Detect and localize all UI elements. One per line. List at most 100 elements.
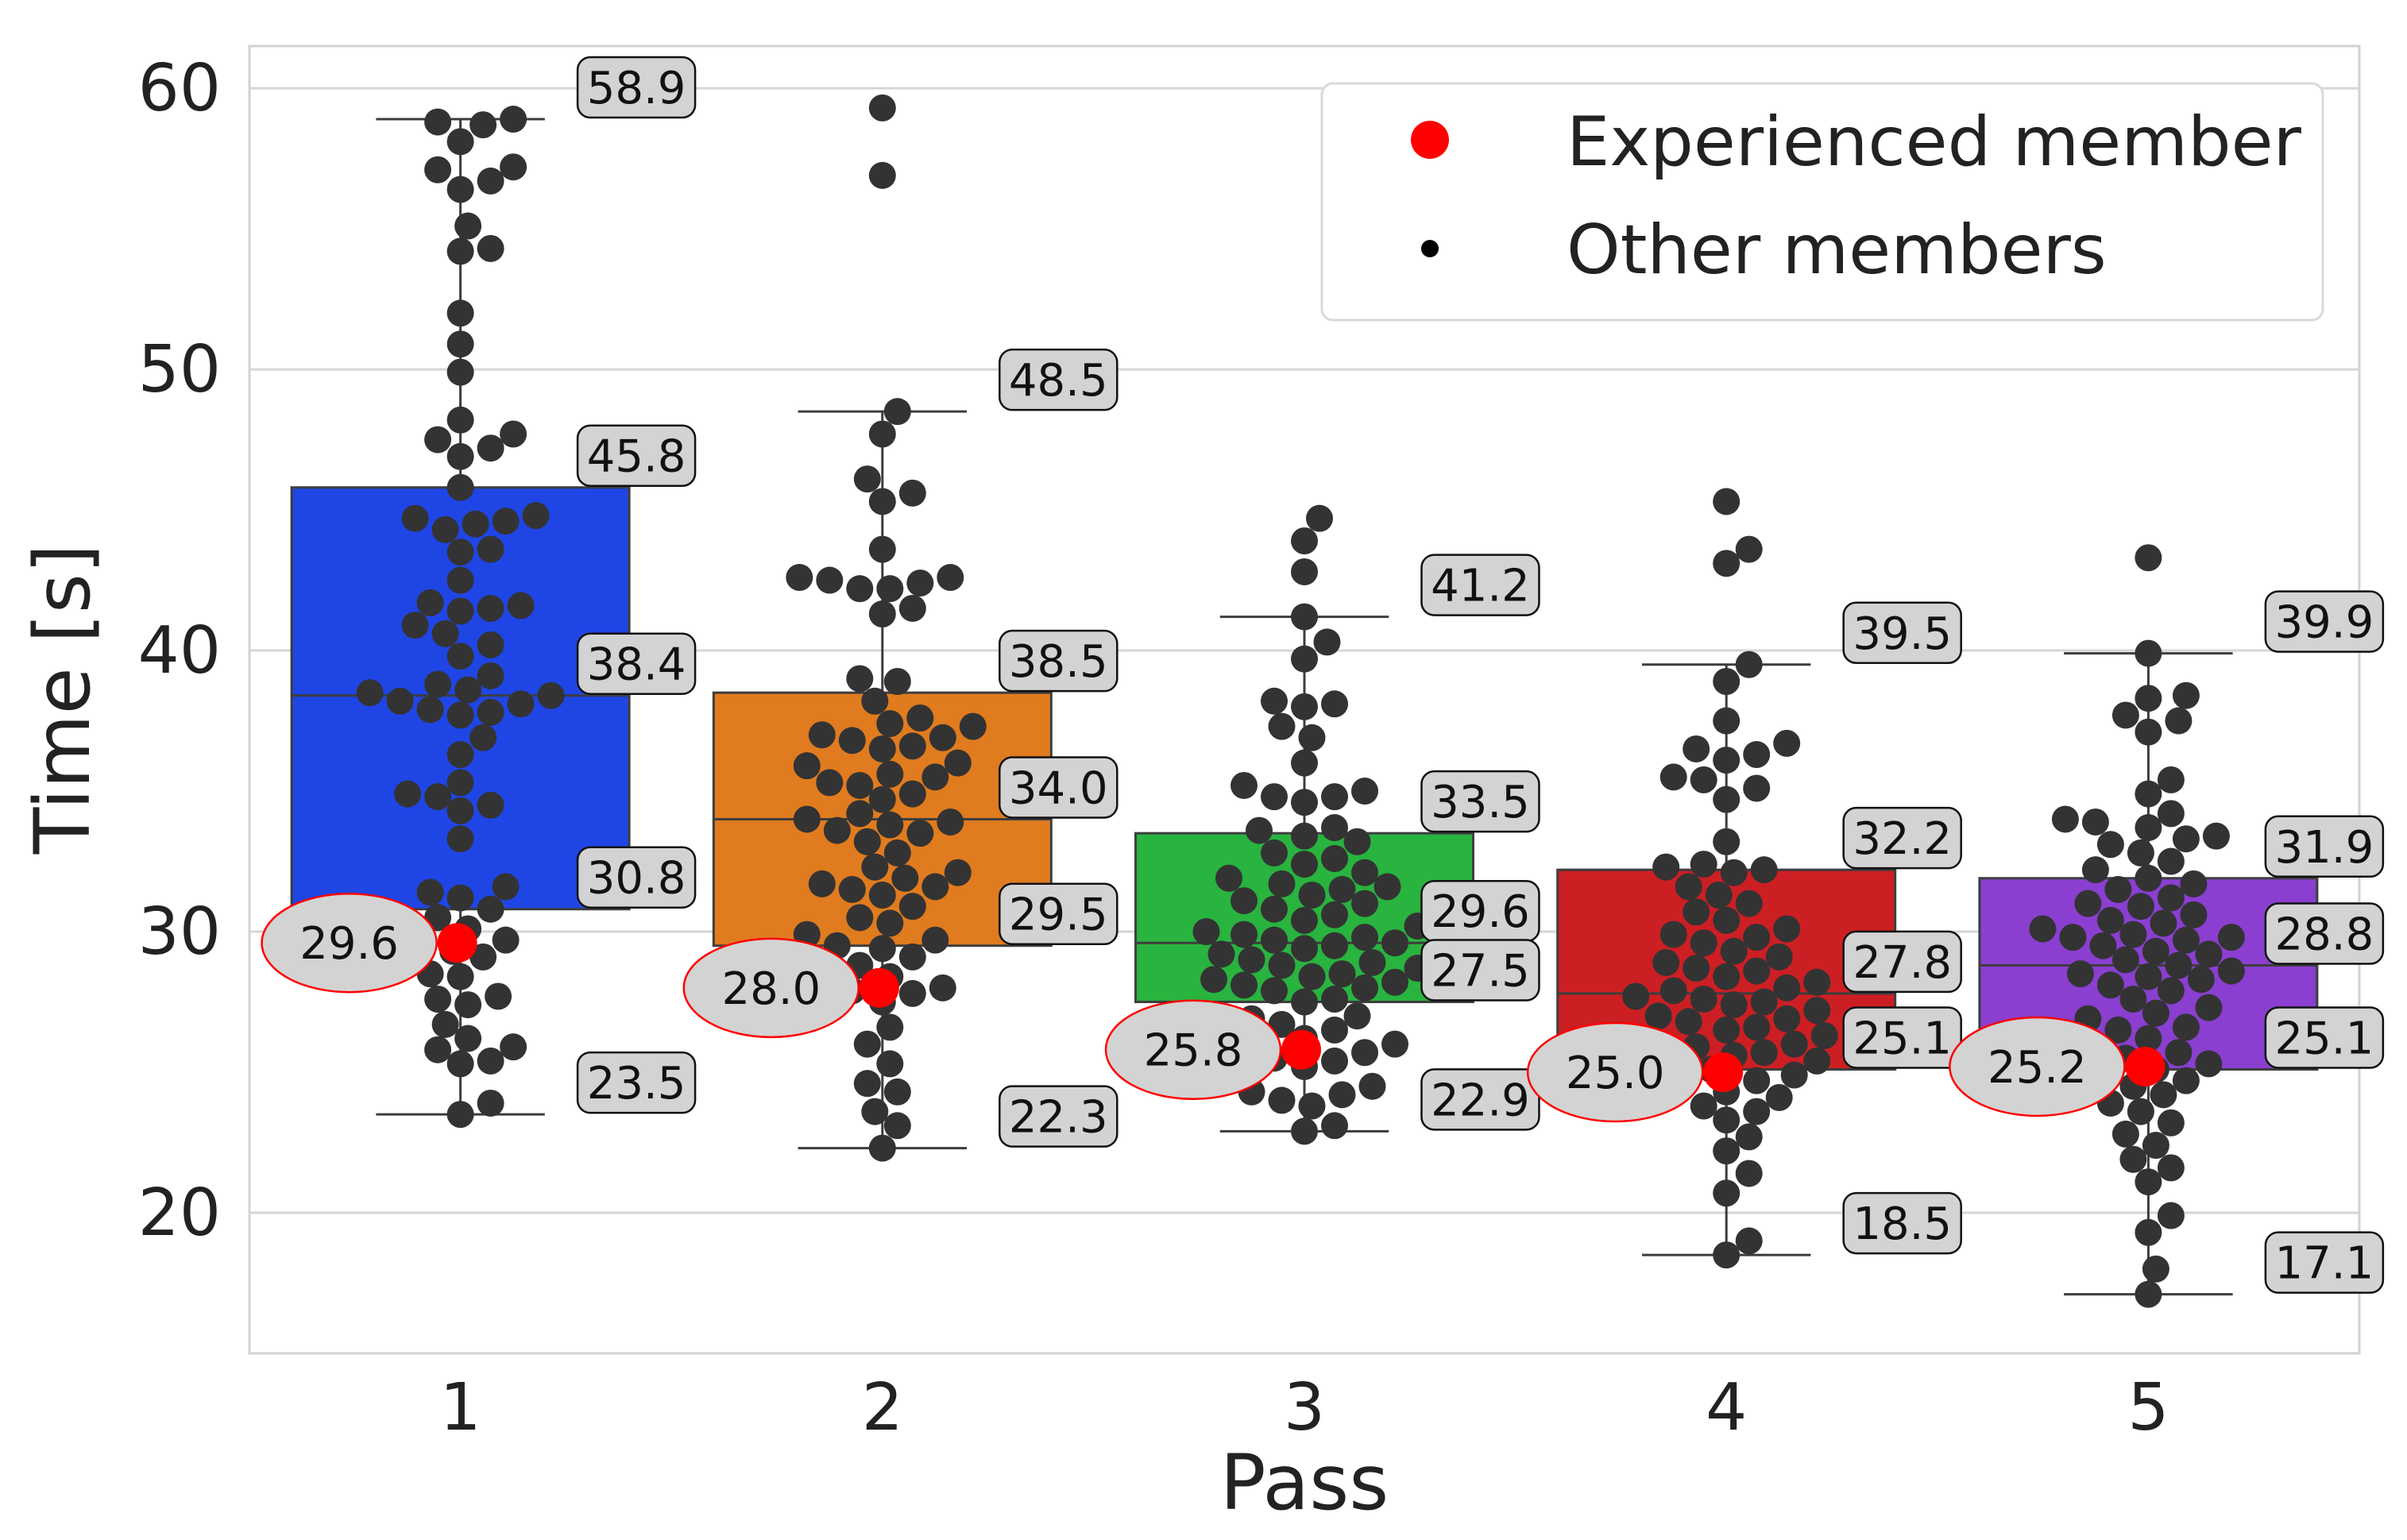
data-point (446, 701, 474, 729)
data-point (416, 589, 444, 616)
data-point (1192, 918, 1220, 946)
data-point (1231, 771, 1258, 799)
data-point (1268, 712, 1296, 740)
data-point (2135, 1168, 2162, 1196)
value-label-box (2264, 590, 2385, 653)
value-label-box (1842, 806, 1962, 870)
data-point (416, 878, 444, 906)
data-point (537, 681, 565, 709)
value-label: 27.5 (1431, 946, 1530, 998)
data-point (1321, 814, 1348, 842)
data-point (2096, 906, 2124, 934)
data-point (1328, 875, 1356, 903)
data-point (846, 771, 874, 799)
data-point (2180, 901, 2208, 928)
data-point (477, 535, 504, 563)
value-label: 29.6 (1431, 886, 1530, 938)
data-point (823, 816, 851, 844)
data-point (500, 420, 527, 448)
data-point (1659, 763, 1687, 791)
data-point (424, 670, 452, 698)
value-labels: 58.9 45.8 38.4 30.8 23.5 29.6 48.5 38.5 34.0 29.5… (261, 56, 2385, 1294)
data-point (1238, 946, 1265, 974)
data-point (868, 935, 896, 963)
data-point (2096, 971, 2124, 999)
value-label: 39.9 (2275, 597, 2374, 649)
data-point (1720, 859, 1748, 886)
data-point (898, 780, 926, 808)
data-point (2172, 1013, 2200, 1041)
data-point (477, 791, 504, 819)
experienced-label: 28.0 (721, 963, 821, 1015)
data-point (356, 679, 384, 707)
data-point (1750, 1039, 1778, 1067)
data-point (2172, 825, 2200, 853)
value-label: 17.1 (2275, 1238, 2374, 1290)
y-tick-label-50: 50 (138, 332, 221, 407)
data-point (816, 769, 844, 797)
data-point (1291, 558, 1318, 585)
data-point (1321, 1112, 1348, 1140)
data-point (891, 864, 919, 892)
data-point (2066, 960, 2094, 988)
data-point (1321, 783, 1348, 811)
value-label: 41.2 (1431, 561, 1530, 612)
data-point (1713, 1179, 1741, 1207)
experienced-point (1703, 1052, 1744, 1093)
data-point (898, 594, 926, 622)
data-point (1261, 839, 1288, 866)
data-point (1735, 1160, 1763, 1187)
data-point (1343, 1002, 1371, 1030)
data-point (1743, 1098, 1771, 1125)
data-point (2187, 966, 2215, 994)
data-point (2157, 1202, 2185, 1229)
data-point (846, 665, 874, 693)
data-point (1773, 974, 1801, 1002)
value-label: 29.5 (1009, 890, 1108, 941)
data-point (868, 600, 896, 628)
y-tick-label-20: 20 (138, 1175, 221, 1251)
data-point (1765, 1083, 1793, 1111)
data-point (446, 884, 474, 912)
data-point (2029, 915, 2057, 943)
y-axis-title: Time [s] (18, 544, 107, 855)
data-point (1381, 968, 1408, 996)
data-point (477, 434, 504, 462)
data-point (446, 358, 474, 386)
data-point (1291, 749, 1318, 777)
data-point (2135, 718, 2162, 746)
data-point (485, 982, 512, 1010)
data-point (868, 420, 896, 448)
value-label-box (1420, 939, 1540, 1002)
data-point (2059, 924, 2087, 951)
value-label-box (1842, 601, 1962, 665)
data-point (2111, 946, 2139, 974)
value-label: 48.5 (1009, 355, 1108, 407)
data-point (2142, 999, 2169, 1027)
experienced-point (2125, 1046, 2166, 1086)
data-point (1780, 1061, 1808, 1089)
data-point (424, 783, 452, 811)
x-tick-label-2: 2 (862, 1370, 903, 1445)
data-point (2195, 1050, 2223, 1078)
data-point (1713, 785, 1741, 813)
data-point (1328, 960, 1356, 988)
data-point (846, 575, 874, 603)
data-point (2074, 890, 2102, 917)
data-point (477, 594, 504, 622)
data-point (2157, 1154, 2185, 1182)
data-point (1291, 693, 1318, 720)
data-point (446, 769, 474, 797)
data-point (2127, 893, 2154, 921)
data-point (446, 473, 474, 501)
data-point (446, 825, 474, 853)
value-label: 33.5 (1431, 777, 1530, 828)
value-label-box (1420, 1068, 1540, 1131)
data-point (1298, 963, 1326, 990)
x-axis-ticks: 1 2 3 4 5 (440, 1370, 2169, 1445)
data-point (876, 1013, 904, 1041)
data-point (2150, 909, 2177, 937)
data-point (808, 721, 836, 749)
data-point (2135, 1280, 2162, 1308)
